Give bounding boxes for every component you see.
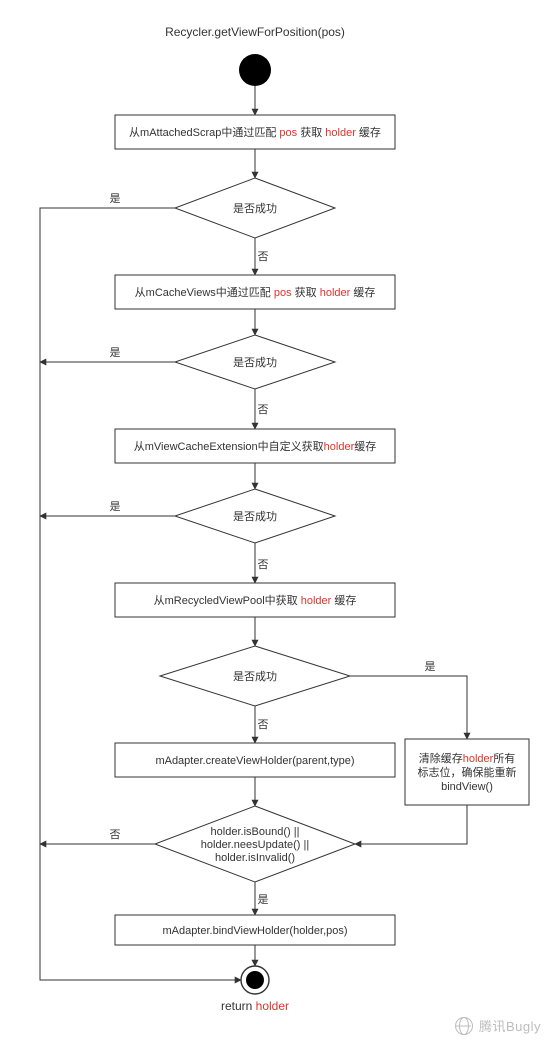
- svg-text:bindView(): bindView(): [441, 781, 493, 793]
- node-end: [241, 966, 269, 994]
- node-title: Recycler.getViewForPosition(pos): [165, 25, 345, 39]
- svg-text:holder.isInvalid(): holder.isInvalid(): [215, 852, 295, 864]
- svg-text:是: 是: [110, 500, 121, 513]
- svg-text:mAdapter.createViewHolder(pare: mAdapter.createViewHolder(parent,type): [155, 755, 354, 767]
- node-p2: 从mCacheViews中通过匹配 pos 获取 holder 缓存: [115, 275, 395, 309]
- svg-text:是: 是: [110, 192, 121, 205]
- svg-text:从mViewCacheExtension中自定义获取hold: 从mViewCacheExtension中自定义获取holder缓存: [134, 439, 377, 453]
- node-p4: 从mRecycledViewPool中获取 holder 缓存: [115, 583, 395, 617]
- node-p5: mAdapter.createViewHolder(parent,type): [115, 743, 395, 777]
- svg-text:return holder: return holder: [221, 999, 289, 1013]
- node-d1: 是否成功: [175, 178, 335, 238]
- svg-text:是: 是: [425, 660, 436, 673]
- node-p6: mAdapter.bindViewHolder(holder,pos): [115, 915, 395, 945]
- wechat-icon: [455, 1017, 473, 1035]
- svg-text:Recycler.getViewForPosition(po: Recycler.getViewForPosition(pos): [165, 25, 345, 39]
- svg-text:否: 否: [258, 251, 269, 263]
- svg-text:holder.neesUpdate() ||: holder.neesUpdate() ||: [201, 839, 309, 851]
- svg-text:是否成功: 是否成功: [233, 202, 277, 215]
- svg-text:否: 否: [258, 559, 269, 571]
- svg-text:否: 否: [110, 829, 121, 841]
- svg-text:标志位，确保能重新: 标志位，确保能重新: [418, 765, 517, 779]
- svg-text:是: 是: [110, 346, 121, 359]
- node-ret: return holder: [221, 999, 289, 1013]
- node-d4: 是否成功: [160, 646, 350, 706]
- svg-text:是否成功: 是否成功: [233, 510, 277, 523]
- watermark-text: 腾讯Bugly: [479, 1016, 541, 1035]
- svg-text:从mCacheViews中通过匹配 pos 获取 holde: 从mCacheViews中通过匹配 pos 获取 holder 缓存: [135, 285, 376, 299]
- node-d2: 是否成功: [175, 335, 335, 389]
- watermark: 腾讯Bugly: [455, 1016, 541, 1035]
- svg-text:清除缓存holder所有: 清除缓存holder所有: [419, 751, 516, 765]
- flowchart-canvas: Recycler.getViewForPosition(pos) 从mAttach…: [0, 0, 551, 1041]
- svg-text:是: 是: [258, 893, 269, 906]
- svg-text:否: 否: [258, 404, 269, 416]
- svg-text:从mRecycledViewPool中获取 holder: 从mRecycledViewPool中获取 holder 缓存: [154, 593, 357, 607]
- node-start: [239, 54, 271, 86]
- svg-text:否: 否: [258, 719, 269, 731]
- edge: [355, 805, 467, 844]
- node-p1: 从mAttachedScrap中通过匹配 pos 获取 holder 缓存: [115, 115, 395, 149]
- node-side: 清除缓存holder所有标志位，确保能重新 bindView(): [405, 739, 529, 805]
- node-d3: 是否成功: [175, 489, 335, 543]
- svg-text:holder.isBound() ||: holder.isBound() ||: [211, 826, 300, 838]
- svg-text:是否成功: 是否成功: [233, 670, 277, 683]
- edge: [350, 676, 467, 739]
- node-d5: holder.isBound() ||holder.neesUpdate() |…: [155, 806, 355, 882]
- svg-text:是否成功: 是否成功: [233, 356, 277, 369]
- svg-text:从mAttachedScrap中通过匹配 pos 获取 h: 从mAttachedScrap中通过匹配 pos 获取 holder 缓存: [129, 125, 381, 139]
- node-p3: 从mViewCacheExtension中自定义获取holder缓存: [115, 429, 395, 463]
- svg-text:mAdapter.bindViewHolder(holder: mAdapter.bindViewHolder(holder,pos): [162, 925, 347, 937]
